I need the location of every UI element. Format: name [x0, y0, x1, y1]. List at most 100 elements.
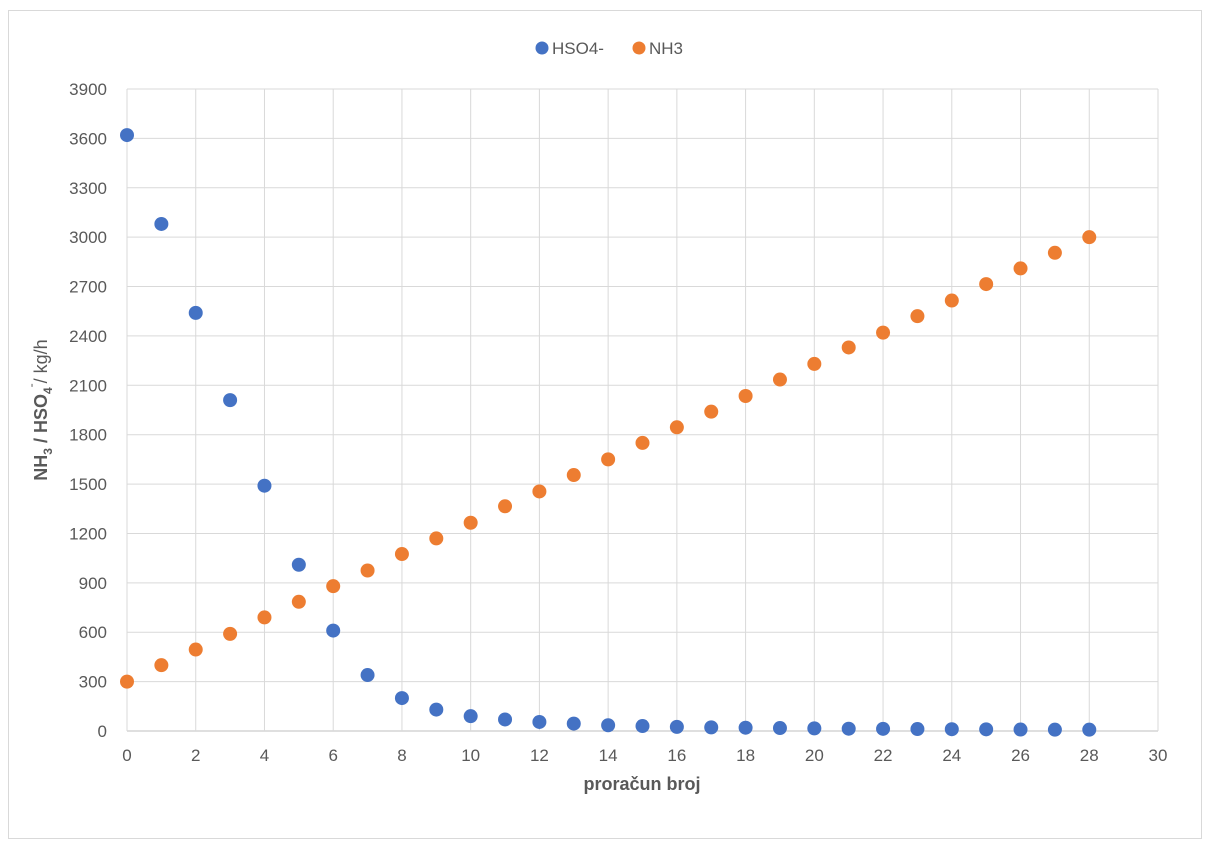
x-tick-label: 18: [736, 746, 755, 765]
data-point: [188, 305, 203, 320]
y-tick-label: 600: [79, 623, 107, 642]
legend-marker-hso4: [535, 41, 549, 55]
x-tick-label: 24: [942, 746, 961, 765]
x-tick-label: 8: [397, 746, 406, 765]
legend-label-nh3: NH3: [649, 39, 683, 58]
data-point: [807, 356, 822, 371]
data-point: [498, 712, 513, 727]
data-point: [1047, 245, 1062, 260]
data-point: [566, 468, 581, 483]
y-tick-label: 3300: [69, 179, 107, 198]
data-point: [566, 716, 581, 731]
data-point: [669, 719, 684, 734]
y-axis-title-part: 3: [41, 448, 55, 455]
data-point: [979, 277, 994, 292]
y-tick-label: 0: [98, 722, 107, 741]
data-point: [635, 435, 650, 450]
x-tick-label: 26: [1011, 746, 1030, 765]
data-point: [188, 642, 203, 657]
x-tick-label: 6: [328, 746, 337, 765]
data-point: [463, 515, 478, 530]
data-point: [738, 389, 753, 404]
y-tick-label: 300: [79, 673, 107, 692]
legend: HSO4- NH3: [535, 39, 683, 58]
data-point: [1013, 261, 1028, 276]
data-series: [120, 128, 1097, 737]
legend-marker-nh3: [632, 41, 646, 55]
data-point: [635, 719, 650, 734]
data-point: [669, 420, 684, 435]
chart-frame: [8, 10, 1202, 839]
data-point: [876, 325, 891, 340]
data-point: [291, 557, 306, 572]
data-point: [291, 594, 306, 609]
data-point: [154, 216, 169, 231]
data-point: [841, 340, 856, 355]
data-point: [532, 484, 547, 499]
data-point: [360, 668, 375, 683]
data-point: [944, 293, 959, 308]
data-point: [772, 372, 787, 387]
series-hso4: [120, 128, 1097, 737]
x-tick-label: 16: [667, 746, 686, 765]
x-tick-label: 22: [874, 746, 893, 765]
data-point: [360, 563, 375, 578]
data-point: [1082, 230, 1097, 245]
y-axis-title: NH3 / HSO4-/ kg/h: [24, 339, 55, 480]
data-point: [326, 579, 341, 594]
x-tick-label: 4: [260, 746, 269, 765]
y-axis-title-part: / kg/h: [31, 339, 51, 383]
data-point: [1082, 722, 1097, 737]
data-point: [601, 452, 616, 467]
data-point: [807, 721, 822, 736]
y-axis-title-part: / HSO: [31, 394, 51, 448]
data-point: [532, 714, 547, 729]
grid-lines: [126, 88, 1159, 732]
data-point: [704, 404, 719, 419]
data-point: [257, 610, 272, 625]
x-axis-title: proračun broj: [583, 774, 700, 794]
y-tick-label: 1500: [69, 475, 107, 494]
data-point: [601, 718, 616, 733]
data-point: [1013, 722, 1028, 737]
data-point: [154, 658, 169, 673]
y-axis-title-part: NH: [31, 455, 51, 481]
y-tick-label: 900: [79, 574, 107, 593]
x-tick-label: 12: [530, 746, 549, 765]
y-tick-label: 1800: [69, 426, 107, 445]
data-point: [738, 720, 753, 735]
data-point: [120, 128, 134, 143]
data-point: [979, 722, 994, 737]
data-point: [429, 531, 444, 546]
y-tick-label: 3600: [69, 129, 107, 148]
x-tick-label: 0: [122, 746, 131, 765]
data-point: [120, 674, 134, 689]
data-point: [944, 722, 959, 737]
y-tick-label: 3000: [69, 228, 107, 247]
data-point: [394, 547, 409, 562]
data-point: [223, 626, 238, 641]
data-point: [910, 722, 925, 737]
y-tick-label: 2700: [69, 278, 107, 297]
y-tick-label: 3900: [69, 80, 107, 99]
y-tick-label: 1200: [69, 524, 107, 543]
data-point: [1047, 722, 1062, 737]
x-tick-label: 28: [1080, 746, 1099, 765]
legend-label-hso4: HSO4-: [552, 39, 604, 58]
x-axis-ticks: 0 2 4 6 8 10 12 14 16 18 20 22 24 26 28 30: [122, 746, 1167, 765]
y-axis-ticks: 0 300 600 900 1200 1500 1800 2100 2400 2700 3000 33…: [69, 80, 107, 741]
data-point: [429, 702, 444, 717]
data-point: [910, 309, 925, 324]
data-point: [876, 721, 891, 736]
x-tick-label: 2: [191, 746, 200, 765]
data-point: [463, 709, 478, 724]
x-tick-label: 14: [599, 746, 618, 765]
data-point: [704, 720, 719, 735]
data-point: [498, 499, 513, 514]
y-tick-label: 2100: [69, 376, 107, 395]
data-point: [257, 478, 272, 493]
y-axis-title-part: -: [24, 383, 38, 387]
y-tick-label: 2400: [69, 327, 107, 346]
data-point: [772, 721, 787, 736]
